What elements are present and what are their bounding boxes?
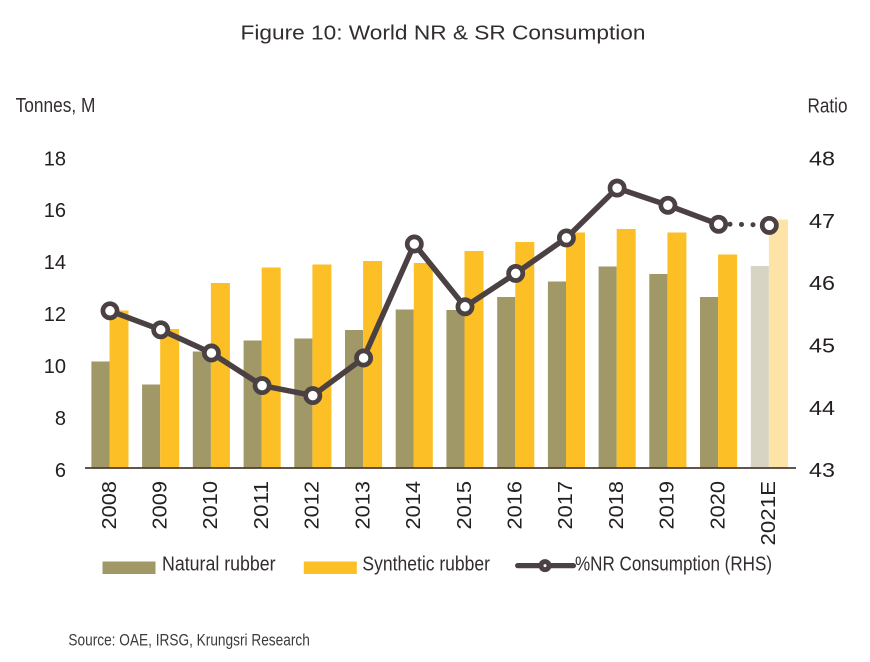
svg-text:Natural rubber: Natural rubber <box>162 554 276 576</box>
svg-text:47: 47 <box>809 211 835 233</box>
svg-text:12: 12 <box>44 304 66 326</box>
svg-text:Tonnes, M: Tonnes, M <box>16 95 96 117</box>
svg-text:Synthetic rubber: Synthetic rubber <box>362 554 490 576</box>
svg-text:2020: 2020 <box>707 481 729 530</box>
svg-text:2021E: 2021E <box>758 481 780 546</box>
svg-text:2009: 2009 <box>150 481 172 530</box>
svg-text:18: 18 <box>44 148 66 170</box>
svg-text:46: 46 <box>809 273 835 295</box>
svg-text:Source: OAE, IRSG, Krungsri Re: Source: OAE, IRSG, Krungsri Research <box>68 630 309 649</box>
svg-text:14: 14 <box>44 252 66 274</box>
svg-text:44: 44 <box>809 398 835 420</box>
svg-text:Ratio: Ratio <box>808 96 848 118</box>
svg-text:2017: 2017 <box>555 481 577 530</box>
svg-text:16: 16 <box>44 200 66 222</box>
svg-text:2011: 2011 <box>251 481 273 530</box>
svg-text:2013: 2013 <box>352 481 374 530</box>
svg-text:%NR Consumption (RHS): %NR Consumption (RHS) <box>575 554 772 576</box>
svg-text:8: 8 <box>55 408 66 430</box>
svg-text:2012: 2012 <box>302 481 324 530</box>
svg-text:10: 10 <box>44 356 66 378</box>
svg-text:2018: 2018 <box>606 481 628 530</box>
svg-text:2008: 2008 <box>99 481 121 530</box>
svg-text:48: 48 <box>809 149 835 171</box>
svg-text:2019: 2019 <box>657 481 679 530</box>
svg-text:2015: 2015 <box>454 481 476 530</box>
svg-text:2010: 2010 <box>200 481 222 530</box>
svg-text:6: 6 <box>55 460 66 482</box>
svg-text:2016: 2016 <box>505 481 527 530</box>
svg-text:45: 45 <box>809 336 835 358</box>
svg-text:43: 43 <box>809 460 835 482</box>
svg-text:2014: 2014 <box>403 481 425 530</box>
svg-text:Figure 10: World NR & SR Consu: Figure 10: World NR & SR Consumption <box>241 23 646 45</box>
